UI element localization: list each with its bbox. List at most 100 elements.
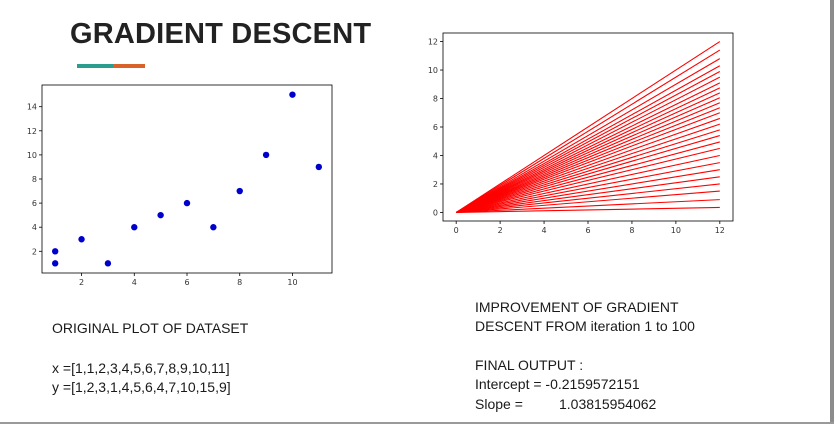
iteration-line xyxy=(456,154,720,213)
line-x-tick-label: 4 xyxy=(542,226,547,235)
line-y-tick: 2 xyxy=(433,180,443,189)
data-point xyxy=(236,187,243,195)
iteration-line xyxy=(456,183,720,214)
scatter-y-tick: 8 xyxy=(32,175,42,184)
data-point xyxy=(78,236,85,243)
iteration-line xyxy=(456,199,720,214)
iteration-line xyxy=(455,65,721,213)
scatter-y-tick: 4 xyxy=(32,223,42,232)
data-point xyxy=(183,199,191,207)
scatter-y-tick-label: 10 xyxy=(27,151,37,160)
iteration-line xyxy=(456,123,720,213)
window-bottom-border xyxy=(0,422,834,424)
line-x-tick: 0 xyxy=(454,221,459,235)
iteration-line xyxy=(455,76,721,213)
scatter-y-tick: 2 xyxy=(32,247,42,256)
scatter-y-tick-label: 4 xyxy=(32,223,37,232)
data-point xyxy=(157,211,164,219)
scatter-x-tick-label: 4 xyxy=(132,278,137,287)
scatter-x-tick: 10 xyxy=(287,273,298,287)
line-x-tick-label: 12 xyxy=(715,226,725,235)
line-y-tick: 10 xyxy=(428,66,443,75)
data-point xyxy=(131,224,138,231)
scatter-x-tick: 8 xyxy=(237,273,242,287)
scatter-y-tick-label: 14 xyxy=(27,103,37,112)
line-x-tick: 12 xyxy=(715,221,725,235)
line-x-tick: 10 xyxy=(671,221,681,235)
line-x-tick-label: 0 xyxy=(454,226,459,235)
line-x-tick-label: 6 xyxy=(585,226,590,235)
line-y-tick-label: 2 xyxy=(433,180,438,189)
intercept-value: Intercept = -0.2159572151 xyxy=(475,376,640,392)
dataset-y-values: y =[1,2,3,1,4,5,6,4,7,10,15,9] xyxy=(52,379,231,395)
line-y-tick-label: 4 xyxy=(433,151,438,160)
data-point xyxy=(210,224,217,231)
line-y-tick: 8 xyxy=(433,95,443,104)
line-y-tick-label: 10 xyxy=(428,66,438,75)
iteration-line xyxy=(456,135,720,213)
iteration-line xyxy=(455,58,721,213)
line-y-tick: 0 xyxy=(433,208,443,217)
right-caption-line2: DESCENT FROM iteration 1 to 100 xyxy=(475,318,695,334)
iteration-line xyxy=(455,41,721,213)
scatter-y-tick-label: 2 xyxy=(32,247,37,256)
scatter-y-tick-label: 8 xyxy=(32,175,37,184)
scatter-x-tick-label: 2 xyxy=(79,278,84,287)
scatter-x-tick: 2 xyxy=(79,273,84,287)
scatter-y-tick: 6 xyxy=(32,199,42,208)
scatter-y-tick-label: 12 xyxy=(27,127,37,136)
scatter-x-tick-label: 6 xyxy=(184,278,189,287)
scatter-x-tick-label: 8 xyxy=(237,278,242,287)
iteration-line xyxy=(455,49,721,213)
iteration-line xyxy=(456,141,720,213)
iteration-line xyxy=(456,147,720,213)
line-x-tick-label: 2 xyxy=(498,226,503,235)
window-right-border xyxy=(830,0,834,424)
scatter-y-tick: 14 xyxy=(27,103,42,112)
line-y-tick-label: 6 xyxy=(433,123,438,132)
slope-row: Slope = 1.03815954062 xyxy=(475,395,656,414)
line-y-tick-label: 8 xyxy=(433,95,438,104)
line-x-tick: 2 xyxy=(498,221,503,235)
scatter-y-tick: 10 xyxy=(27,151,42,160)
data-point xyxy=(104,260,112,267)
scatter-y-tick-label: 6 xyxy=(32,199,37,208)
line-y-tick: 6 xyxy=(433,123,443,132)
line-y-tick: 12 xyxy=(428,38,443,47)
data-point xyxy=(51,260,59,267)
scatter-x-tick: 4 xyxy=(132,273,137,287)
line-y-tick: 4 xyxy=(433,151,443,160)
iteration-line xyxy=(455,70,721,213)
iteration-line xyxy=(455,92,721,213)
line-x-tick: 4 xyxy=(542,221,547,235)
scatter-x-tick: 6 xyxy=(184,273,190,287)
data-point xyxy=(51,248,59,255)
iteration-line xyxy=(456,176,720,213)
iteration-line xyxy=(455,82,721,213)
final-output-heading: FINAL OUTPUT : xyxy=(475,357,584,373)
line-x-tick-label: 10 xyxy=(671,226,681,235)
scatter-x-tick-label: 10 xyxy=(287,278,297,287)
line-x-tick: 6 xyxy=(585,221,591,235)
iteration-line xyxy=(456,190,720,214)
title-accent-teal xyxy=(77,64,113,68)
data-point xyxy=(262,151,270,159)
iteration-line xyxy=(456,162,720,213)
iteration-line xyxy=(456,169,720,213)
iteration-line xyxy=(455,112,721,213)
right-caption-line1: IMPROVEMENT OF GRADIENT xyxy=(475,299,679,315)
iteration-line xyxy=(455,97,721,213)
line-y-tick-label: 0 xyxy=(433,208,438,217)
slide-title: GRADIENT DESCENT xyxy=(70,18,372,50)
slope-value: 1.03815954062 xyxy=(559,396,657,412)
data-point xyxy=(315,163,323,171)
scatter-y-tick: 12 xyxy=(27,127,42,136)
slope-label: Slope = xyxy=(475,396,523,412)
line-x-tick-label: 8 xyxy=(629,226,634,235)
left-caption-heading: ORIGINAL PLOT OF DATASET xyxy=(52,320,249,336)
iteration-line xyxy=(456,206,720,214)
title-accent-orange xyxy=(113,64,145,68)
iteration-line xyxy=(455,87,721,213)
